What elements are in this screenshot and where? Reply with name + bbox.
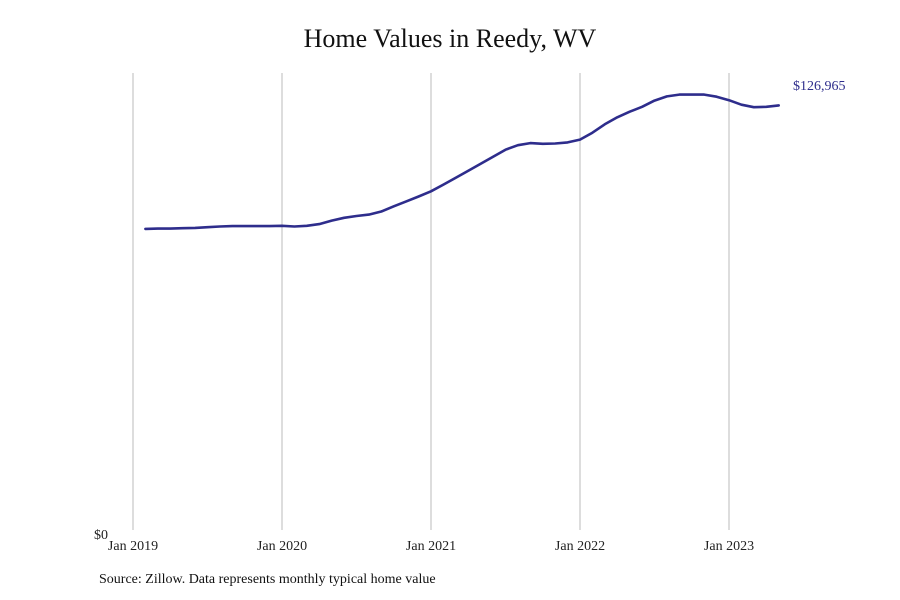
chart-title: Home Values in Reedy, WV: [303, 24, 597, 53]
vertical-gridlines: [132, 73, 730, 530]
y-axis-zero-label: $0: [94, 528, 108, 543]
x-tick-label: Jan 2020: [257, 539, 307, 554]
x-tick-label: Jan 2019: [108, 539, 158, 554]
x-axis-tick-labels: Jan 2019 Jan 2020 Jan 2021 Jan 2022 Jan 2023: [108, 539, 754, 554]
latest-value-label: $126,965: [793, 79, 846, 94]
x-tick-label: Jan 2021: [406, 539, 456, 554]
x-tick-label: Jan 2023: [704, 539, 754, 554]
source-note: Source: Zillow. Data represents monthly …: [99, 572, 436, 587]
x-tick-label: Jan 2022: [555, 539, 605, 554]
home-value-line: [144, 93, 780, 231]
